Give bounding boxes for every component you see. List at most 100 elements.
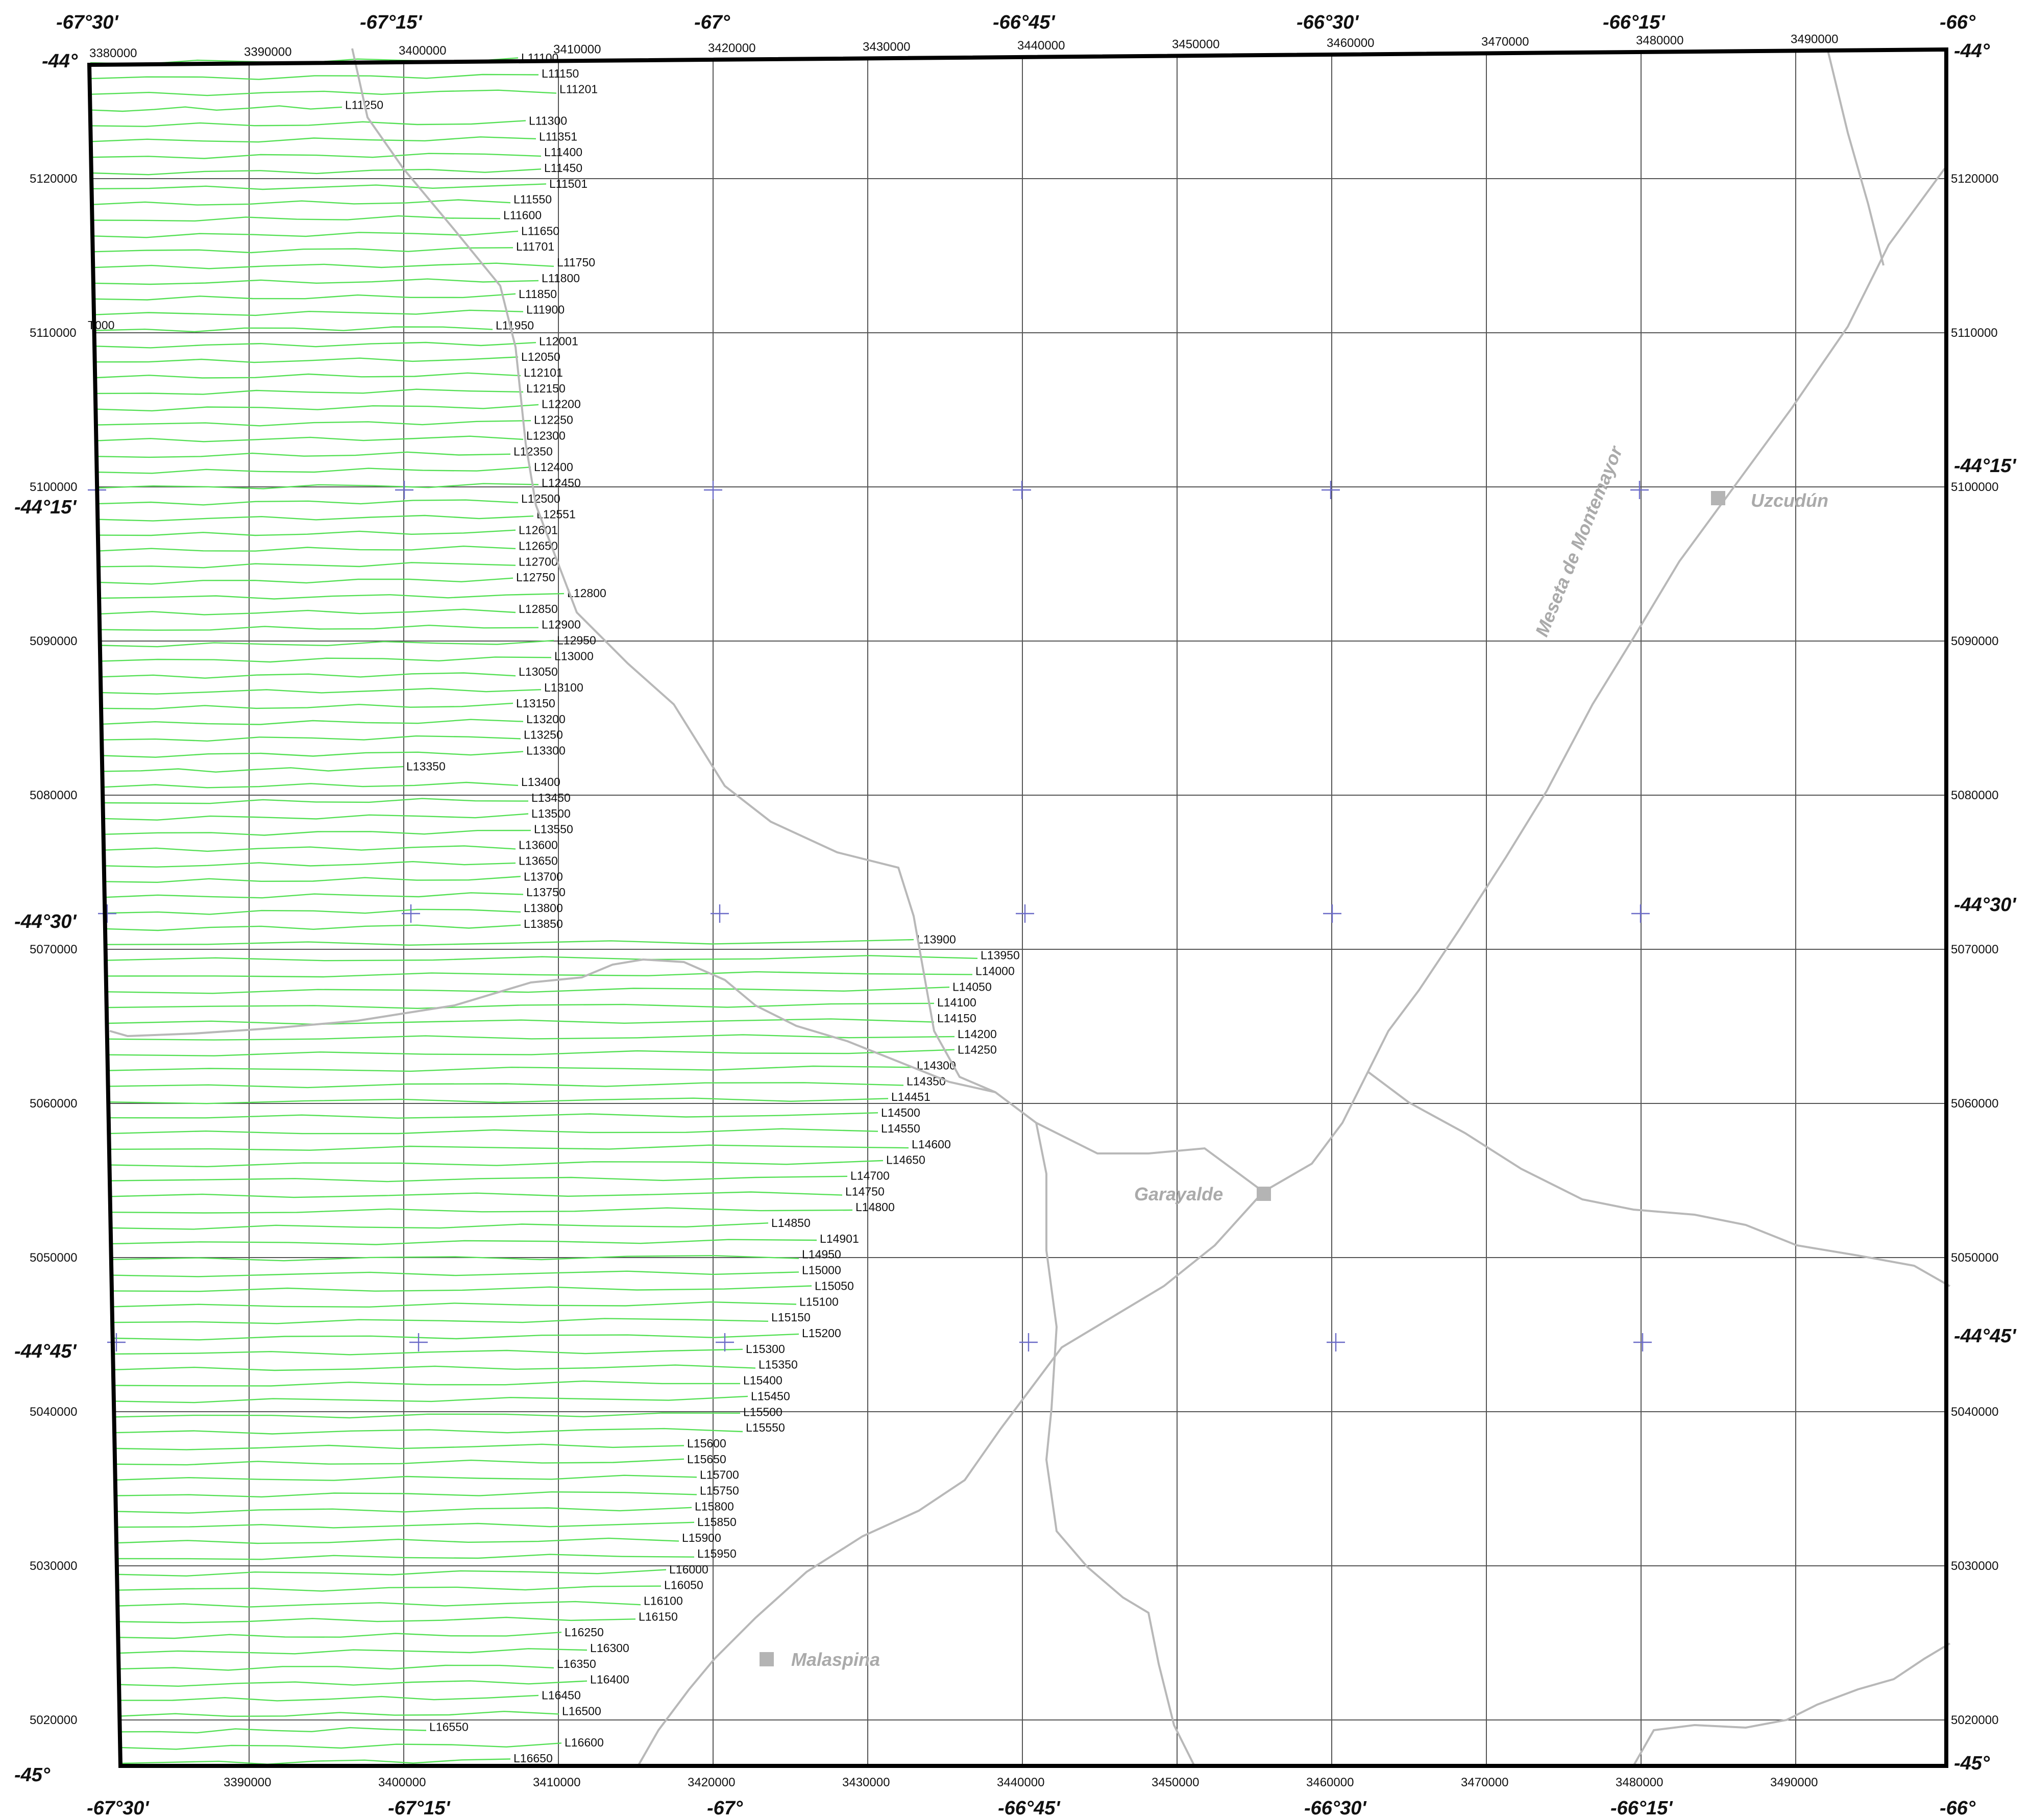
- latitude-label-left: -44°15': [14, 497, 77, 518]
- northing-label-left: 5090000: [30, 634, 77, 648]
- easting-label-top: 3470000: [1481, 35, 1529, 49]
- places-layer: Uzcudún Garayalde Malaspina: [760, 490, 1828, 1670]
- flight-line-label: L11600: [503, 209, 542, 222]
- graticule-cross: [1322, 481, 1340, 499]
- flight-line-label: L11850: [519, 287, 557, 301]
- northing-label-left: 5100000: [30, 480, 77, 494]
- flight-line-label: L16000: [669, 1563, 708, 1576]
- flight-line: [91, 89, 557, 96]
- road-east: [1367, 1071, 1950, 1287]
- flight-line-label: L12500: [521, 492, 560, 505]
- flight-line: [117, 1537, 679, 1544]
- northing-label-left: 5110000: [30, 326, 77, 340]
- easting-label-top: 3400000: [399, 44, 446, 58]
- latitude-label-left: -45°: [14, 1764, 51, 1786]
- flight-line: [120, 1680, 588, 1687]
- longitude-label-top: -67°15': [360, 12, 423, 33]
- flight-line-label: L15150: [771, 1311, 811, 1324]
- flight-line-label: L15200: [802, 1326, 841, 1340]
- flight-line-label: L12001: [539, 334, 578, 348]
- flight-line: [103, 766, 404, 773]
- graticule-cross: [716, 1333, 734, 1351]
- town-marker: [760, 1652, 774, 1666]
- northing-label-right: 5080000: [1951, 789, 1998, 802]
- flight-line: [114, 1380, 740, 1387]
- latitude-label-right: -44°15': [1954, 455, 2017, 477]
- easting-label-top: 3440000: [1017, 39, 1065, 53]
- northing-label-right: 5050000: [1951, 1251, 1998, 1265]
- flight-line-label: L15600: [687, 1437, 726, 1450]
- flight-line: [91, 105, 343, 112]
- northing-label-right: 5090000: [1951, 634, 1998, 648]
- flight-line: [115, 1428, 743, 1435]
- utm-grid: [91, 51, 1946, 1766]
- flight-line-label: L15850: [697, 1515, 737, 1529]
- graticule-cross: [1013, 481, 1031, 499]
- flight-line-label: L11400: [544, 145, 582, 159]
- flight-line: [96, 388, 524, 395]
- flight-line-label: L16650: [513, 1752, 553, 1765]
- longitude-label-top: -66°15': [1603, 12, 1666, 33]
- graticule-cross: [1019, 1333, 1038, 1351]
- longitude-label-top: -66°: [1940, 12, 1976, 33]
- flight-line: [92, 168, 542, 176]
- northing-label-left: 5020000: [30, 1713, 77, 1727]
- flight-line: [115, 1412, 741, 1419]
- flight-line: [109, 1112, 878, 1119]
- flight-line-label: L12250: [534, 413, 573, 427]
- town-uzcudun: Uzcudún: [1711, 490, 1828, 511]
- easting-label-bottom: 3450000: [1152, 1776, 1199, 1789]
- flight-line-label: L11450: [544, 161, 582, 175]
- flight-line-label: L14150: [937, 1012, 976, 1025]
- town-marker: [1257, 1187, 1271, 1201]
- graticule-cross: [1016, 904, 1034, 923]
- flight-line: [92, 199, 511, 206]
- northing-label-left: 5030000: [30, 1559, 77, 1573]
- flight-line: [114, 1364, 756, 1371]
- flight-line-label: L13350: [406, 759, 446, 773]
- easting-label-top: 3460000: [1327, 36, 1374, 50]
- flight-line: [113, 1318, 769, 1324]
- flight-line: [102, 687, 542, 695]
- town-garayalde: Garayalde: [1134, 1184, 1271, 1204]
- flight-line: [111, 1191, 843, 1198]
- easting-label-bottom: 3470000: [1461, 1776, 1508, 1789]
- flight-line: [101, 640, 554, 648]
- flight-line: [110, 1160, 884, 1168]
- flight-line: [107, 1002, 935, 1010]
- coordinate-labels: 3380000 3390000 3400000 3410000 3420000 34300…: [14, 12, 2017, 1819]
- flight-line: [117, 1554, 695, 1560]
- flight-line-label: L14800: [855, 1200, 895, 1214]
- flight-line-label: L15750: [700, 1484, 739, 1497]
- flight-line-label: L15000: [802, 1264, 841, 1277]
- flight-line: [91, 120, 526, 127]
- flight-line: [94, 278, 539, 285]
- road-label-meseta: Meseta de Montemayor: [1531, 442, 1627, 640]
- flight-line-label: L14500: [881, 1106, 920, 1119]
- town-label: Malaspina: [791, 1649, 880, 1670]
- flight-line-label: L15350: [759, 1358, 798, 1371]
- flight-line: [105, 876, 521, 883]
- flight-line-label: L11950: [496, 318, 534, 332]
- flight-line: [112, 1239, 817, 1245]
- flight-line-label: L13250: [524, 728, 563, 742]
- easting-label-top: 3380000: [89, 46, 137, 60]
- flight-line: [97, 435, 524, 442]
- flight-line-label: L12450: [542, 476, 581, 489]
- town-label: Uzcudún: [1751, 490, 1828, 511]
- northing-label-right: 5040000: [1951, 1405, 1998, 1419]
- longitude-label-bottom: -66°15': [1610, 1798, 1673, 1819]
- flight-line-label: L14550: [881, 1122, 920, 1135]
- graticule-cross: [711, 904, 729, 923]
- flight-line-label: L11800: [542, 272, 580, 285]
- flight-line-label: L14950: [802, 1248, 841, 1261]
- flight-line: [108, 1034, 955, 1041]
- flight-line: [108, 1049, 955, 1056]
- longitude-label-bottom: -67°: [707, 1798, 743, 1819]
- longitude-label-top: -66°30': [1297, 12, 1359, 33]
- flight-line-label: L13750: [526, 886, 566, 899]
- flight-line: [99, 514, 534, 522]
- flight-line-label: L16600: [565, 1736, 604, 1749]
- flight-line-label: L15700: [700, 1468, 739, 1482]
